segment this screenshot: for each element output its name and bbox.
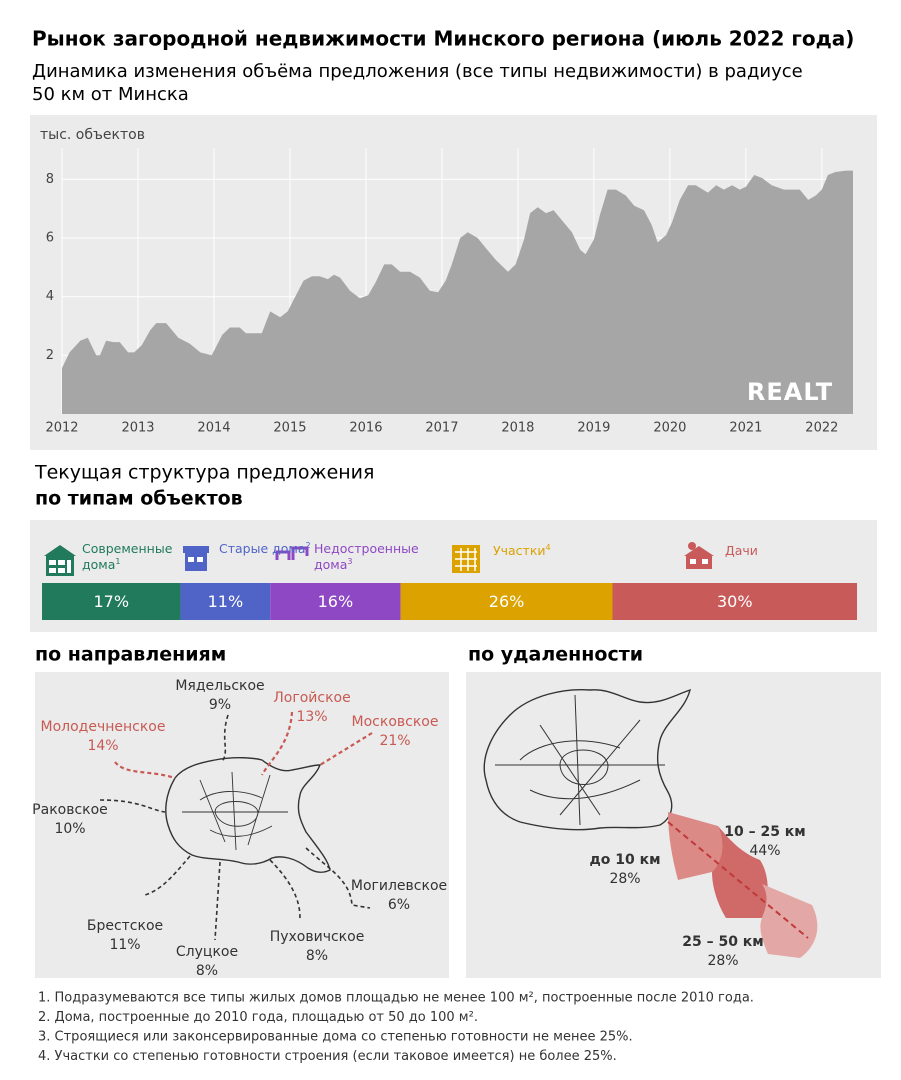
legend-label: Участки [493,543,546,558]
x-tick-label: 2013 [121,421,154,436]
legend-label: Дачи [725,543,758,558]
section-title: Текущая структура предложения [34,462,374,484]
direction-name: Московское [352,714,439,730]
section-title: по направлениям [35,644,226,666]
footnote: 3. Строящиеся или законсервированные дом… [38,1030,633,1045]
distance-name: 25 – 50 км [682,934,764,950]
footnotes: 1. Подразумеваются все типы жилых домов … [38,991,754,1065]
x-tick-label: 2016 [349,421,382,436]
value-label: 30% [717,592,753,611]
direction-share: 8% [306,948,328,964]
directions-panel [35,672,449,978]
y-tick-label: 2 [46,348,54,363]
y-tick-label: 4 [46,289,54,304]
x-tick-label: 2015 [273,421,306,436]
y-tick-label: 8 [46,172,54,187]
x-tick-label: 2019 [577,421,610,436]
legend-label: Современные дома [82,541,173,572]
icon-modern-house [44,545,76,576]
bar-segment [270,583,401,620]
distance-share: 28% [707,953,738,969]
bar-segment [612,583,857,620]
x-tick-label: 2017 [425,421,458,436]
direction-share: 10% [54,821,85,837]
distance-name: 10 – 25 км [724,824,806,840]
value-label: 16% [318,592,354,611]
footnote: 1. Подразумеваются все типы жилых домов … [38,991,754,1006]
legend-item: Участки4 [493,543,593,559]
section-title: по типам объектов [35,488,243,510]
direction-name: Слуцкое [176,944,238,960]
subtitle: 50 км от Минска [32,84,189,105]
minsk-map-large [483,688,691,831]
direction-share: 8% [196,963,218,979]
bar-segment [42,583,181,620]
legend-item: Дачи [725,543,825,559]
legend-item: Современные дома1 [82,541,182,573]
direction-name: Раковское [32,802,108,818]
x-tick-label: 2022 [805,421,838,436]
section-title: по удаленности [468,644,643,666]
icon-old-house [183,546,209,571]
legend-icons [44,542,714,576]
direction-share: 11% [109,937,140,953]
legend-note: 2 [305,540,311,550]
area [62,170,853,414]
footnote: 2. Дома, построенные до 2010 года, площа… [38,1010,478,1025]
direction-share: 13% [296,709,327,725]
x-tick-label: 2021 [729,421,762,436]
direction-labels: Мядельское 9% Логойское 13% Московское 21% Мол… [32,678,447,979]
distance-share: 44% [749,843,780,859]
direction-share: 14% [87,738,118,754]
icon-dacha [684,542,714,569]
bar-segment [180,583,271,620]
direction-name: Могилевское [351,878,447,894]
value-label: 17% [93,592,129,611]
title: Рынок загородной недвижимости Минского р… [32,27,854,51]
y-tick-label: 6 [46,231,54,246]
icon-plot [452,545,480,573]
logo: REALT [747,378,833,406]
value-label: 26% [489,592,525,611]
legend-item: Недостроенные дома3 [314,541,419,573]
distance-sectors [668,812,818,958]
stacked-bar: 17% 11% 16% 26% 30% [42,583,857,620]
area-chart: 2012 2013 2014 2015 2016 2017 2018 2019 2020 2021… [40,127,853,436]
direction-share: 21% [379,733,410,749]
distance-sector [760,884,818,958]
direction-share: 6% [388,897,410,913]
distance-name: до 10 км [589,852,660,868]
direction-share: 9% [209,697,231,713]
footnote: 4. Участки со степенью готовности строен… [38,1049,617,1064]
legend-note: 3 [347,556,353,566]
direction-name: Пуховичское [270,929,365,945]
direction-name: Брестское [87,918,163,934]
y-axis-label: тыс. объектов [40,127,145,143]
legend-item: Старые дома2 [219,541,319,557]
value-label: 11% [208,592,244,611]
direction-name: Молодечненское [41,719,166,735]
legend-label: Недостроенные дома [314,541,419,572]
distance-share: 28% [609,871,640,887]
direction-name: Логойское [273,690,350,706]
icon-unfinished [275,546,309,560]
distance-axis [667,821,809,939]
x-tick-label: 2020 [653,421,686,436]
legend-label: Старые дома [219,541,306,556]
distance-sector [668,812,723,880]
x-tick-label: 2012 [45,421,78,436]
legend-note: 1 [115,556,121,566]
direction-lines [99,711,373,941]
x-tick-label: 2018 [501,421,534,436]
x-tick-label: 2014 [197,421,230,436]
legend-note: 4 [545,542,551,552]
distance-labels: до 10 км 28% 10 – 25 км 44% 25 – 50 км 28% [589,824,805,969]
distance-sector [712,826,768,918]
direction-name: Мядельское [175,678,264,694]
bar-segment [400,583,613,620]
subtitle: Динамика изменения объёма предложения (в… [32,61,803,82]
minsk-map [165,757,331,873]
